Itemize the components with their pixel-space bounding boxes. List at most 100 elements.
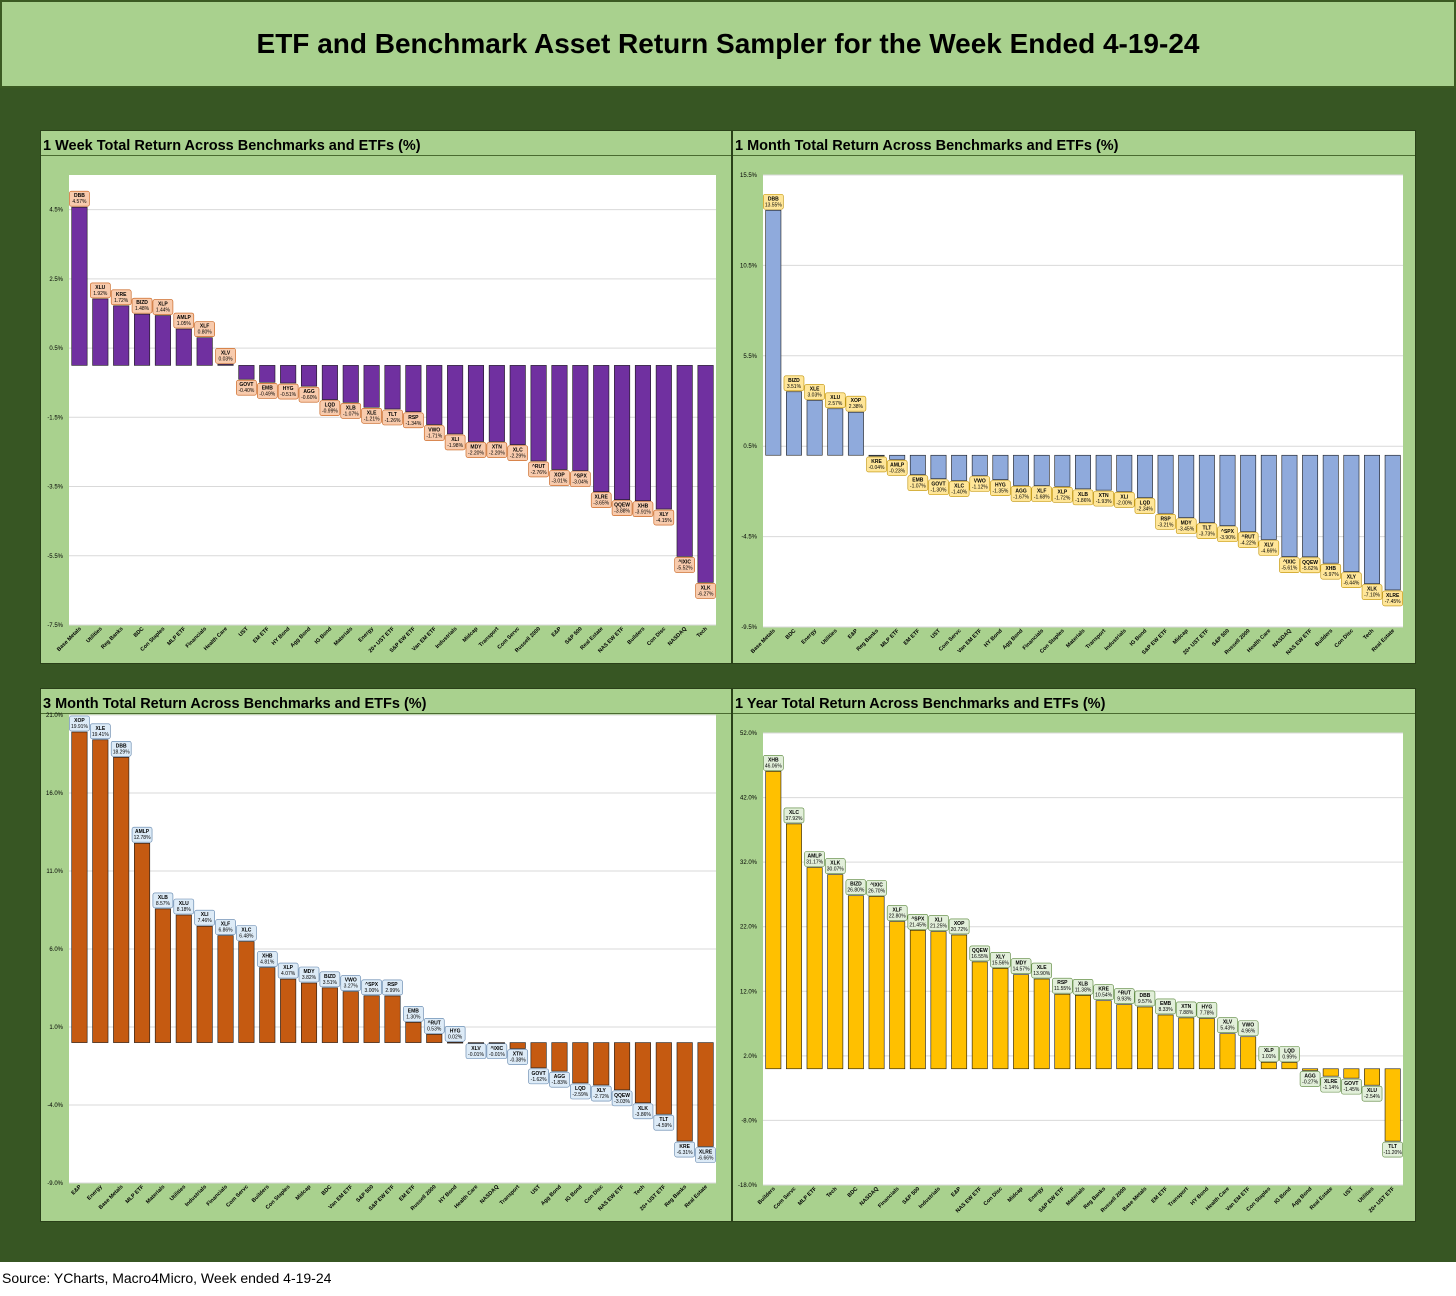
data-label-ticker: XLY [659,512,669,518]
x-category-label: Reg Banks [856,628,880,652]
bar [1075,454,1091,490]
data-label-box [907,475,929,491]
data-label-ticker: XTN [492,445,502,451]
bar [909,929,926,1070]
bar [384,365,401,410]
data-label-ticker: XLV [471,1046,481,1052]
data-label-ticker: DBB [74,193,85,199]
data-label-box [1031,962,1053,979]
data-label-value: 46.06% [765,763,783,769]
bar [259,365,276,383]
bar [1157,1014,1174,1070]
data-label-value: -2.34% [1137,507,1153,513]
data-label-ticker: QQEW [1302,560,1318,566]
data-label-value: 7.88% [1179,1010,1194,1016]
bar [1033,454,1050,486]
data-label-ticker: VWO [345,978,357,984]
data-label-ticker: XLRE [1386,593,1400,599]
data-label-value: -1.21% [364,416,380,422]
x-category-label: Builders [627,626,647,646]
bar [655,365,672,510]
data-label-box [528,461,549,478]
x-category-label: HY Bond [438,1184,459,1205]
data-label-box [1093,490,1114,507]
y-tick-label: -9.0% [47,1181,63,1187]
data-label-value: -2.29% [510,454,526,460]
y-tick-label: 11.0% [46,869,63,875]
bar [551,365,568,470]
data-label-ticker: ^SPX [365,982,379,988]
data-label-ticker: XLF [892,908,901,914]
data-label-ticker: AMLP [890,462,905,468]
data-label-value: 8.57% [156,901,171,907]
bar [71,206,88,366]
x-category-label: E&P [551,626,563,638]
x-category-label: IG Bond [1129,628,1148,647]
y-tick-label: 4.5% [49,208,63,214]
x-category-label: E&P [950,1186,962,1198]
data-label-value: 4.81% [260,960,275,966]
data-label-box [236,379,257,396]
data-label-box [969,476,991,492]
data-label-ticker: XLB [1078,981,1088,987]
data-label-ticker: XLK [830,861,840,867]
data-label-box [632,501,654,518]
data-label-value: -5.62% [1302,566,1318,572]
bar [1302,454,1319,558]
bar [868,896,885,1070]
data-label-ticker: VWO [1242,1023,1254,1029]
x-category-label: Con Disc [983,1186,1004,1207]
data-label-ticker: XLE [95,726,105,732]
data-label-ticker: XLB [1078,492,1088,498]
data-label-box [215,348,236,364]
bar [134,842,151,1043]
data-label-box [886,460,908,476]
y-tick-label: -7.5% [47,623,63,629]
data-label-ticker: BIZD [788,378,800,384]
data-label-ticker: MDY [1016,961,1028,967]
data-label-ticker: EMB [912,478,924,484]
data-label-ticker: GOVT [239,382,253,388]
data-label-value: 0.53% [427,1026,442,1032]
data-label-box [256,951,278,967]
data-label-box [131,826,153,843]
data-label-ticker: XLF [1037,489,1046,495]
x-category-label: NASDAQ [667,626,689,648]
data-label-value: -0.38% [510,1058,526,1064]
data-label-value: 8.18% [177,907,192,913]
bar [1033,978,1050,1070]
data-label-box [674,557,695,573]
data-label-box [361,979,382,996]
x-category-label: Utilities [820,628,838,646]
data-label-box [549,1071,570,1088]
data-label-value: -1.93% [1096,499,1112,505]
data-label-value: 1.72% [114,298,129,304]
bar [593,1042,610,1086]
y-tick-label: 0.5% [743,444,757,450]
x-category-label: Industrials [1104,628,1128,652]
data-label-ticker: ^IXIC [678,559,691,565]
data-label-ticker: BIZD [136,300,148,306]
data-label-ticker: XLI [1120,494,1128,500]
x-category-label: Midcap [1007,1186,1025,1204]
y-tick-label: 5.5% [743,354,757,360]
data-label-box [173,898,195,915]
bar [1178,1017,1195,1070]
data-label-ticker: AGG [1304,1074,1316,1080]
bar [405,365,422,413]
bar [1054,993,1071,1070]
bar [1116,454,1133,492]
data-label-value: -2.76% [531,470,547,476]
x-category-label: UST [238,626,250,638]
bar [1364,1068,1380,1086]
data-label-box [804,851,825,867]
data-label-box [1052,487,1073,503]
bar [614,365,631,500]
data-label-box [298,966,320,983]
data-label-ticker: XLB [158,895,168,901]
chart-title: 1 Year Total Return Across Benchmarks an… [735,696,1106,712]
data-label-value: 1.92% [93,291,108,297]
data-label-value: 0.99% [1282,1054,1297,1060]
data-label-box [1341,572,1362,588]
bar [1054,454,1071,487]
